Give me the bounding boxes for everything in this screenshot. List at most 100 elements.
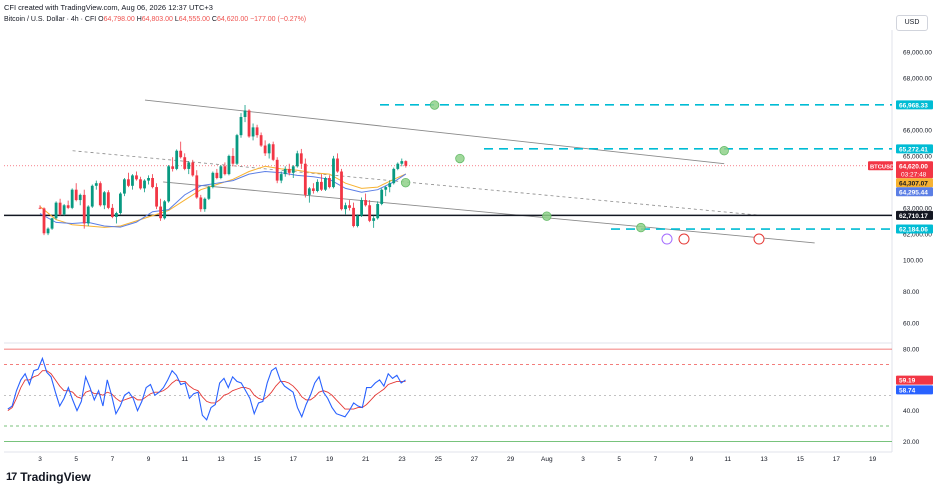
candle-body bbox=[74, 189, 78, 201]
candle-body bbox=[139, 179, 142, 189]
candle-body bbox=[247, 110, 251, 137]
candle-body bbox=[58, 202, 62, 215]
time-axis-label: 23 bbox=[398, 456, 406, 463]
candle-body bbox=[227, 155, 231, 175]
tradingview-logo: 17 bbox=[6, 471, 17, 483]
candle-body bbox=[279, 174, 283, 181]
candle-body bbox=[231, 155, 235, 164]
sma-orange-line bbox=[39, 165, 407, 228]
price-axis-label: 69,000.00 bbox=[903, 50, 932, 57]
candle-body bbox=[62, 205, 66, 215]
candle-body bbox=[356, 215, 359, 227]
price-axis-label: 66,000.00 bbox=[903, 127, 932, 134]
candle-body bbox=[307, 188, 311, 195]
time-axis-label: 21 bbox=[362, 456, 370, 463]
candle-body bbox=[332, 158, 335, 188]
price-label-support: 62,710.17 bbox=[899, 213, 928, 220]
price-axis-label: 63,000.00 bbox=[903, 205, 932, 212]
candle-body bbox=[135, 175, 138, 180]
sma-blue-line bbox=[39, 171, 407, 228]
candle-body bbox=[119, 193, 122, 214]
symbol-tag: BTCUSD bbox=[870, 164, 894, 170]
candle-body bbox=[90, 185, 94, 207]
legend-change: −177.00 (−0.27%) bbox=[250, 16, 307, 23]
rsi-axis-label: 40.00 bbox=[903, 408, 920, 415]
time-axis-label: 11 bbox=[724, 456, 731, 463]
candle-body bbox=[320, 181, 323, 190]
candle-body bbox=[167, 166, 171, 202]
currency-button[interactable]: USD bbox=[896, 15, 928, 31]
chart-credit: CFI created with TradingView.com, Aug 06… bbox=[4, 3, 213, 12]
legend-close: 64,620.00 bbox=[216, 16, 249, 23]
candle-body bbox=[114, 213, 118, 217]
time-axis-label: 3 bbox=[38, 456, 42, 463]
candle-body bbox=[267, 144, 271, 154]
price-axis-label: 68,000.00 bbox=[903, 76, 932, 83]
legend-high: 64,803.00 bbox=[141, 16, 173, 23]
candle-body bbox=[336, 158, 339, 172]
price-label-support-bottom: 62,184.06 bbox=[899, 227, 928, 234]
touch-point-marker bbox=[455, 153, 465, 164]
symbol-legend: Bitcoin / U.S. Dollar · 4h · CFI O64,798… bbox=[4, 16, 306, 23]
candle-body bbox=[38, 207, 42, 209]
candle-body bbox=[295, 153, 299, 167]
candle-body bbox=[259, 135, 263, 146]
candle-body bbox=[78, 194, 82, 201]
time-axis-label: 15 bbox=[254, 456, 262, 463]
candle-body bbox=[364, 200, 368, 206]
candle-body bbox=[380, 189, 384, 204]
candle-body bbox=[151, 178, 154, 188]
last-price-bg bbox=[896, 161, 933, 179]
tradingview-wordmark: TradingView bbox=[20, 470, 91, 484]
candle-body bbox=[127, 179, 130, 186]
rsi-value-label-bg bbox=[896, 385, 933, 395]
time-axis-label: 17 bbox=[833, 456, 841, 463]
time-axis-label: 17 bbox=[290, 456, 298, 463]
candle-body bbox=[388, 183, 392, 188]
candle-body bbox=[42, 208, 46, 234]
candle-body bbox=[287, 168, 291, 173]
price-label-resistance-bg bbox=[896, 144, 933, 154]
event-flash-icon bbox=[661, 233, 673, 245]
candle-body bbox=[315, 181, 319, 191]
rsi-axis-label: 20.00 bbox=[903, 439, 920, 446]
legend-open: 64,798.00 bbox=[103, 16, 135, 23]
candle-body bbox=[102, 192, 106, 206]
candle-body bbox=[392, 168, 396, 184]
legend-symbol: Bitcoin / U.S. Dollar · 4h · CFI bbox=[4, 16, 97, 23]
rsi-ma-value-label-bg bbox=[896, 375, 933, 385]
candle-body bbox=[46, 228, 50, 234]
time-axis-label: 7 bbox=[111, 456, 115, 463]
rsi-ma-line bbox=[7, 370, 406, 412]
candle-body bbox=[255, 127, 259, 136]
candle-body bbox=[66, 205, 70, 208]
candle-body bbox=[352, 207, 355, 227]
sma-orange-label-bg bbox=[896, 178, 933, 188]
candle-body bbox=[98, 183, 102, 206]
rsi-line bbox=[7, 356, 406, 421]
sub-axis-label: 80.00 bbox=[903, 289, 920, 296]
touch-point-marker bbox=[400, 177, 411, 188]
candle-body bbox=[372, 218, 376, 221]
time-axis-label: 9 bbox=[690, 456, 694, 463]
time-axis-label: 19 bbox=[326, 456, 334, 463]
candle-body bbox=[70, 189, 74, 208]
candle-body bbox=[147, 178, 150, 181]
us-flag-icon bbox=[678, 233, 690, 245]
time-axis-label: Aug bbox=[541, 456, 553, 463]
candle-body bbox=[275, 159, 279, 181]
candle-body bbox=[195, 175, 199, 198]
candle-body bbox=[50, 218, 54, 229]
candle-body bbox=[223, 166, 227, 175]
candle-body bbox=[86, 206, 90, 224]
candle-body bbox=[243, 110, 247, 117]
sma-blue-label-bg bbox=[896, 187, 933, 197]
rsi-ma-value-label: 59.19 bbox=[899, 378, 916, 385]
legend-low: 64,555.00 bbox=[178, 16, 210, 23]
legend-close-label: C bbox=[211, 16, 217, 23]
candle-body bbox=[384, 187, 388, 190]
candle-body bbox=[251, 127, 255, 137]
candle-body bbox=[106, 192, 110, 208]
price-label-resistance-top: 66,968.33 bbox=[899, 102, 928, 109]
